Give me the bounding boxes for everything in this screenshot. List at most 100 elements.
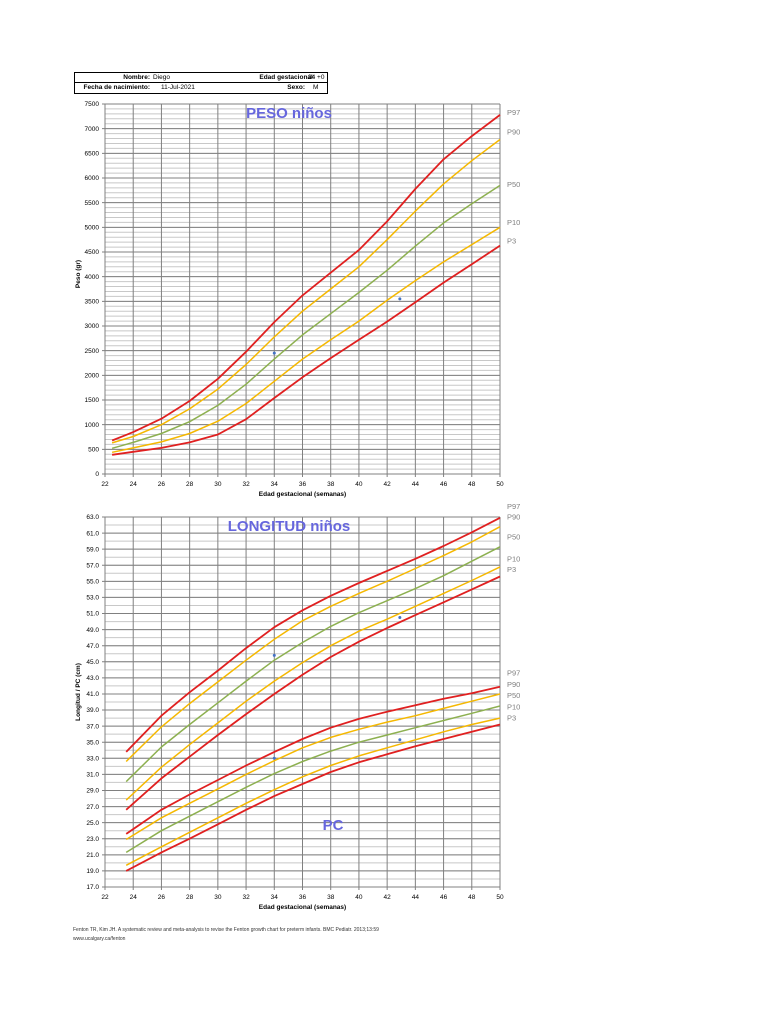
y-tick-label: 35.0 <box>86 739 99 746</box>
y-tick-label: 5000 <box>85 225 100 232</box>
y-tick-label: 55.0 <box>86 579 99 586</box>
chart-title: PESO niños <box>246 105 332 122</box>
percentile-curve-longitud-p50 <box>125 546 501 783</box>
y-tick-label: 19.0 <box>86 868 99 875</box>
percentile-label: P50 <box>507 180 520 189</box>
x-tick-label: 22 <box>101 481 109 488</box>
y-tick-label: 43.0 <box>86 675 99 682</box>
percentile-label: P3 <box>507 714 516 723</box>
length-head-circumference-chart: 17.0 19.0 21.0 23.0 25.0 27.0 29.0 31.0 33.0 35.0… <box>75 502 520 911</box>
gest-age-value: 34 +0 <box>308 74 325 81</box>
percentile-curve-longitud-p97 <box>125 516 501 753</box>
y-tick-label: 51.0 <box>86 611 99 618</box>
patient-measurement-point[interactable] <box>398 616 402 620</box>
x-tick-label: 48 <box>468 481 476 488</box>
y-tick-label: 4000 <box>85 274 100 281</box>
percentile-label: P50 <box>507 533 520 542</box>
dob-value: 11-Jul-2021 <box>161 84 195 91</box>
y-tick-label: 45.0 <box>86 659 99 666</box>
y-tick-label: 7500 <box>85 101 100 108</box>
sex-value: M <box>313 84 319 91</box>
y-tick-label: 0 <box>95 471 99 478</box>
x-tick-label: 40 <box>355 481 363 488</box>
percentile-curve-pc-p50 <box>125 705 501 854</box>
x-tick-label: 24 <box>130 481 138 488</box>
dob-label: Fecha de nacimiento: <box>83 84 150 91</box>
x-tick-label: 26 <box>158 894 166 901</box>
y-tick-label: 7000 <box>85 126 100 133</box>
x-tick-label: 22 <box>101 894 109 901</box>
y-tick-label: 31.0 <box>86 772 99 779</box>
patient-measurement-point[interactable] <box>398 297 402 301</box>
percentile-curve-pc-p90 <box>125 693 501 841</box>
percentile-curve-p50 <box>111 184 501 450</box>
patient-measurement-point[interactable] <box>272 756 276 760</box>
y-tick-label: 4500 <box>85 249 100 256</box>
y-tick-label: 39.0 <box>86 707 99 714</box>
x-tick-label: 30 <box>214 481 222 488</box>
y-tick-label: 47.0 <box>86 643 99 650</box>
y-tick-label: 61.0 <box>86 530 99 537</box>
reference-citation: Fenton TR, Kim JH. A systematic review a… <box>73 927 379 933</box>
x-tick-label: 42 <box>384 894 392 901</box>
percentile-curve-p3 <box>111 244 501 456</box>
x-tick-label: 48 <box>468 894 476 901</box>
plot-grid <box>102 516 501 890</box>
y-tick-label: 59.0 <box>86 546 99 553</box>
y-tick-label: 500 <box>88 447 99 454</box>
y-tick-label: 27.0 <box>86 804 99 811</box>
percentile-curve-pc-p97 <box>125 685 501 835</box>
gest-age-label: Edad gestacional: <box>259 74 315 81</box>
x-tick-label: 44 <box>412 894 420 901</box>
percentile-curve-longitud-p90 <box>125 526 501 763</box>
plot-grid <box>102 103 501 477</box>
y-tick-label: 53.0 <box>86 595 99 602</box>
patient-measurement-point[interactable] <box>272 653 276 657</box>
reference-url[interactable]: www.ucalgary.ca/fenton <box>73 936 126 942</box>
y-axis-title: Longitud / PC (cm) <box>75 663 82 721</box>
x-tick-label: 38 <box>327 894 335 901</box>
percentile-label: P97 <box>507 108 520 117</box>
y-tick-label: 25.0 <box>86 820 99 827</box>
patient-measurement-point[interactable] <box>398 738 402 742</box>
y-tick-label: 57.0 <box>86 562 99 569</box>
divider <box>75 82 327 83</box>
percentile-curve-longitud-p3 <box>125 575 501 811</box>
x-tick-label: 36 <box>299 481 307 488</box>
y-tick-label: 63.0 <box>86 514 99 521</box>
y-tick-label: 6500 <box>85 151 100 158</box>
percentile-label: P50 <box>507 691 520 700</box>
x-tick-label: 38 <box>327 481 335 488</box>
name-value: Diego <box>153 74 170 81</box>
y-tick-label: 2500 <box>85 348 100 355</box>
y-tick-label: 17.0 <box>86 884 99 891</box>
percentile-label: P97 <box>507 502 520 511</box>
y-tick-label: 29.0 <box>86 788 99 795</box>
patient-measurement-point[interactable] <box>272 351 276 355</box>
percentile-curve-p10 <box>111 226 501 454</box>
y-axis-title: Peso (gr) <box>75 260 82 288</box>
percentile-label: P90 <box>507 513 520 522</box>
x-tick-label: 32 <box>242 481 250 488</box>
chart-title: LONGITUD niños <box>228 518 351 535</box>
x-tick-label: 46 <box>440 894 448 901</box>
sex-label: Sexo: <box>287 84 305 91</box>
x-tick-label: 32 <box>242 894 250 901</box>
y-tick-label: 37.0 <box>86 723 99 730</box>
y-tick-label: 1500 <box>85 397 100 404</box>
percentile-label: P90 <box>507 128 520 137</box>
percentile-curve-pc-p10 <box>125 717 501 866</box>
x-tick-label: 42 <box>384 481 392 488</box>
y-tick-label: 33.0 <box>86 756 99 763</box>
percentile-curve-p90 <box>111 138 501 444</box>
y-tick-label: 3000 <box>85 323 100 330</box>
x-tick-label: 28 <box>186 481 194 488</box>
percentile-curve-p97 <box>111 114 501 442</box>
x-axis-title: Edad gestacional (semanas) <box>259 904 346 911</box>
y-tick-label: 21.0 <box>86 852 99 859</box>
percentile-label: P97 <box>507 669 520 678</box>
y-tick-label: 5500 <box>85 200 100 207</box>
x-tick-label: 44 <box>412 481 420 488</box>
chart-subtitle: PC <box>323 817 344 834</box>
percentile-label: P10 <box>507 218 520 227</box>
